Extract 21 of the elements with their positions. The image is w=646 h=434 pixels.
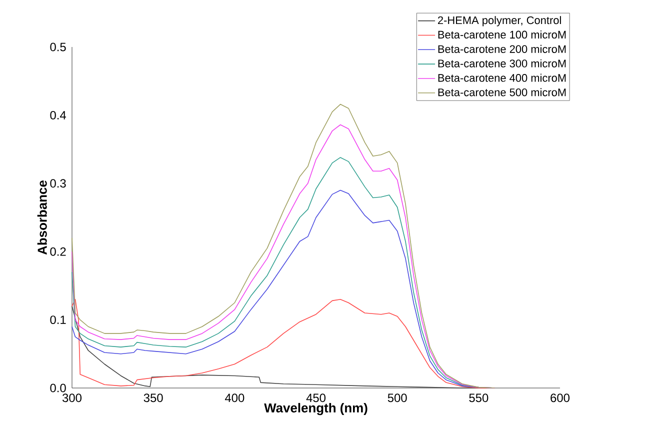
legend-label: Beta-carotene 500 microM	[438, 88, 566, 96]
x-tick-label: 500	[388, 394, 407, 402]
x-axis-title: Wavelength (nm)	[264, 402, 368, 416]
legend-label: Beta-carotene 100 microM	[438, 30, 566, 39]
y-tick-label: 0.3	[50, 179, 66, 188]
x-tick-label: 600	[550, 394, 570, 402]
y-tick-label: 0.4	[50, 110, 66, 120]
x-tick-label: 450	[306, 394, 326, 402]
y-tick-label: 0.0	[50, 384, 66, 392]
y-axis-title: Absorbance	[37, 180, 47, 255]
x-tick-label: 400	[224, 394, 244, 402]
legend-label: 2-HEMA polymer, Control	[438, 16, 561, 26]
legend-label: Beta-carotene 300 microM	[438, 59, 566, 68]
y-tick-label: 0.5	[50, 42, 66, 52]
y-tick-label: 0.2	[50, 247, 66, 256]
x-tick-label: 350	[144, 394, 163, 402]
legend-label: Beta-carotene 400 microM	[438, 74, 566, 82]
x-tick-label: 550	[469, 394, 488, 402]
y-tick-label: 0.1	[50, 316, 66, 324]
x-tick-label: 300	[62, 394, 82, 402]
legend-label: Beta-carotene 200 microM	[438, 44, 566, 53]
